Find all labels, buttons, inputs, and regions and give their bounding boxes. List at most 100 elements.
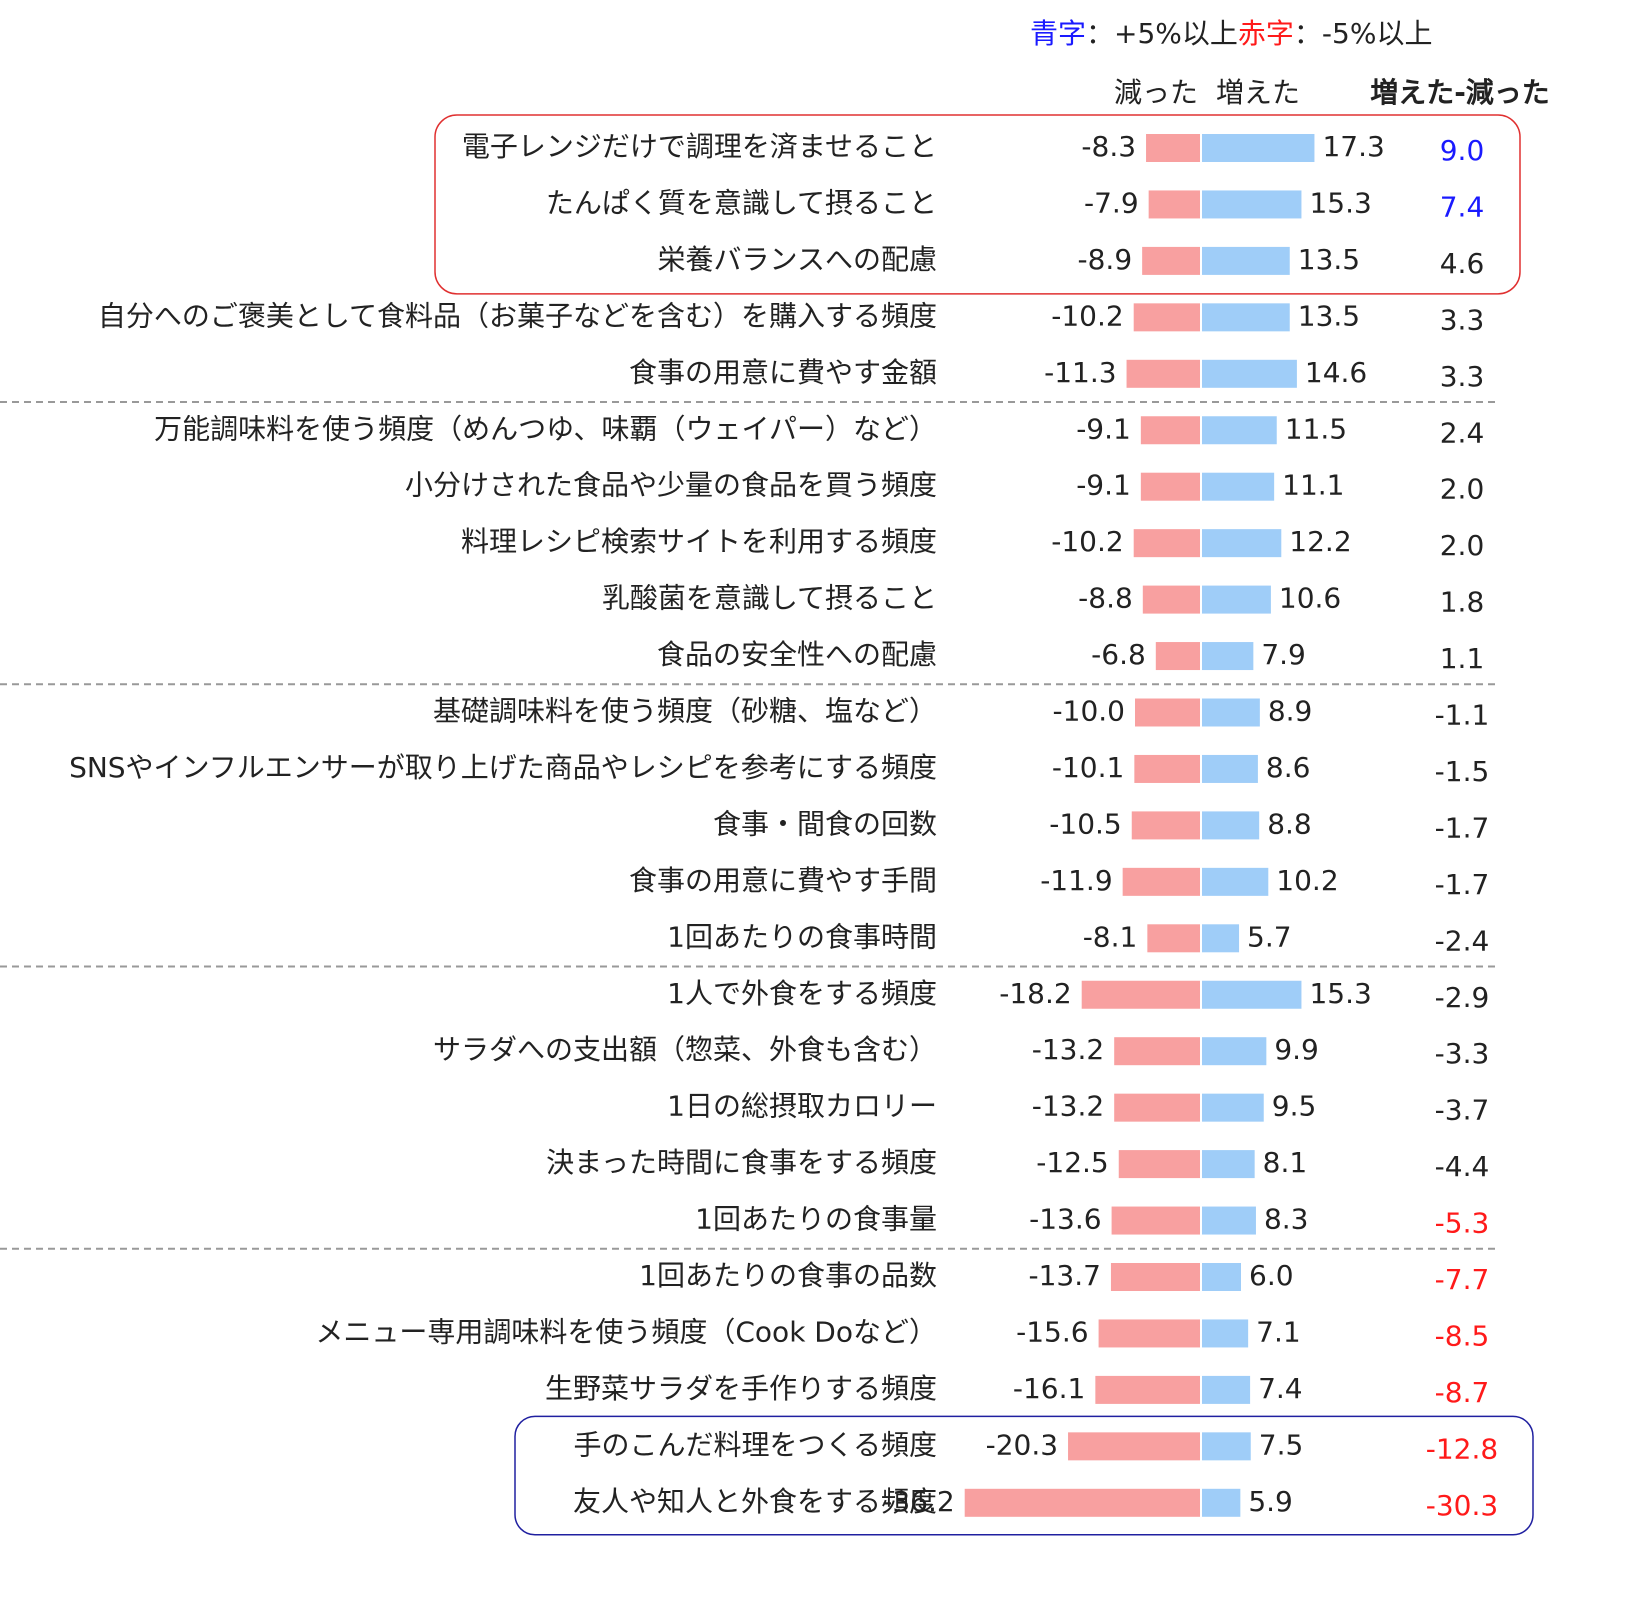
value-label: 17.3 [1322,130,1384,163]
bar-increased [1202,416,1277,445]
value-label: 11.5 [1285,412,1347,445]
value-label: 5.9 [1248,1485,1293,1518]
value-label: 5.7 [1247,920,1292,953]
bar-increased [1202,246,1290,275]
row-label: メニュー専用調味料を使う頻度（Cook Doなど） [315,1315,937,1348]
row-label: 基礎調味料を使う頻度（砂糖、塩など） [433,695,937,728]
column-header: 減った [1114,76,1198,109]
row-label: 栄養バランスへの配慮 [658,243,937,276]
note-part: ：-5%以上 [1294,17,1433,50]
value-label: 10.2 [1276,864,1338,897]
bar-decreased [1111,1206,1200,1235]
value-label: -13.6 [1029,1203,1101,1236]
bar-decreased [1142,585,1200,614]
column-header: 増えた [1216,76,1300,109]
row-label: 小分けされた食品や少量の食品を買う頻度 [405,469,937,502]
bar-increased [1202,980,1302,1009]
bar-decreased [1134,754,1200,783]
row-label: 1日の総摂取カロリー [667,1090,937,1123]
bar-decreased [1135,698,1200,727]
bar-increased [1202,472,1275,501]
bar-increased [1202,1375,1251,1404]
diff-label: 7.4 [1440,190,1485,223]
value-label: 8.1 [1263,1146,1308,1179]
bar-decreased [1140,416,1200,445]
diff-label: -1.7 [1435,868,1490,901]
row-label: 決まった時間に食事をする頻度 [546,1146,937,1179]
bar-increased [1202,1488,1241,1517]
value-label: -36.2 [882,1485,954,1518]
bar-increased [1202,642,1254,671]
value-label: 7.5 [1259,1428,1304,1461]
value-label: 14.6 [1305,356,1367,389]
value-label: 13.5 [1298,299,1360,332]
value-label: -9.1 [1076,412,1131,445]
value-label: -6.8 [1091,638,1146,671]
value-label: -11.9 [1040,864,1112,897]
value-label: -13.2 [1032,1090,1104,1123]
value-label: 15.3 [1309,186,1371,219]
diff-label: -1.5 [1435,755,1490,788]
diff-label: 9.0 [1440,134,1485,167]
bar-increased [1202,303,1290,332]
diff-label: -4.4 [1435,1150,1490,1183]
bar-decreased [1155,642,1200,671]
note-part: 青字 [1030,17,1086,50]
row-label: 食事の用意に費やす手間 [629,864,937,897]
note-part: 赤字 [1238,17,1294,50]
diff-label: -7.7 [1435,1263,1490,1296]
diff-label: 2.4 [1440,416,1485,449]
highlight-box [434,114,1521,295]
diff-label: 2.0 [1440,529,1485,562]
bar-decreased [1147,924,1200,953]
value-label: -18.2 [999,977,1071,1010]
bar-decreased [1133,303,1200,332]
bar-increased [1202,1206,1256,1235]
bar-decreased [1142,246,1200,275]
diff-label: -8.7 [1435,1376,1490,1409]
row-label: SNSやインフルエンサーが取り上げた商品やレシピを参考にする頻度 [69,751,937,784]
bar-increased [1202,1432,1251,1461]
value-label: -10.0 [1053,695,1125,728]
diff-label: -2.4 [1435,924,1490,957]
value-label: -10.5 [1049,807,1121,840]
value-label: 7.9 [1261,638,1306,671]
value-label: -16.1 [1013,1372,1085,1405]
value-label: 9.5 [1272,1090,1317,1123]
row-label: 自分へのご褒美として食料品（お菓子などを含む）を購入する頻度 [98,299,937,332]
value-label: -8.9 [1078,243,1133,276]
row-label: 1回あたりの食事の品数 [639,1259,937,1292]
highlight-box [514,1415,1534,1536]
diff-label: 1.1 [1440,642,1485,675]
row-label: 食事・間食の回数 [713,807,937,840]
bar-increased [1202,1319,1249,1348]
value-label: 9.9 [1274,1033,1319,1066]
bar-decreased [1122,867,1200,896]
bar-increased [1202,811,1260,840]
bar-decreased [1068,1432,1200,1461]
diff-label: -5.3 [1435,1207,1490,1240]
value-label: -11.3 [1044,356,1116,389]
diff-label: 3.3 [1440,360,1485,393]
value-label: 8.6 [1266,751,1311,784]
bar-decreased [1118,1150,1200,1179]
diff-label: -3.7 [1435,1094,1490,1127]
row-label: 手のこんだ料理をつくる頻度 [574,1428,937,1461]
value-label: -20.3 [986,1428,1058,1461]
bar-increased [1202,754,1258,783]
value-label: 11.1 [1282,469,1344,502]
row-label: 食事の用意に費やす金額 [629,356,937,389]
bar-increased [1202,190,1302,219]
value-label: 8.8 [1267,807,1312,840]
bar-increased [1202,529,1282,558]
row-label: 食品の安全性への配慮 [657,638,937,671]
diff-label: -8.5 [1435,1319,1490,1352]
diff-label: 4.6 [1440,247,1485,280]
value-label: -7.9 [1084,186,1139,219]
value-label: 7.1 [1256,1315,1301,1348]
row-label: たんぱく質を意識して摂ること [546,186,937,219]
diff-label: -30.3 [1426,1489,1498,1522]
value-label: -8.8 [1078,582,1133,615]
bar-increased [1202,1150,1255,1179]
